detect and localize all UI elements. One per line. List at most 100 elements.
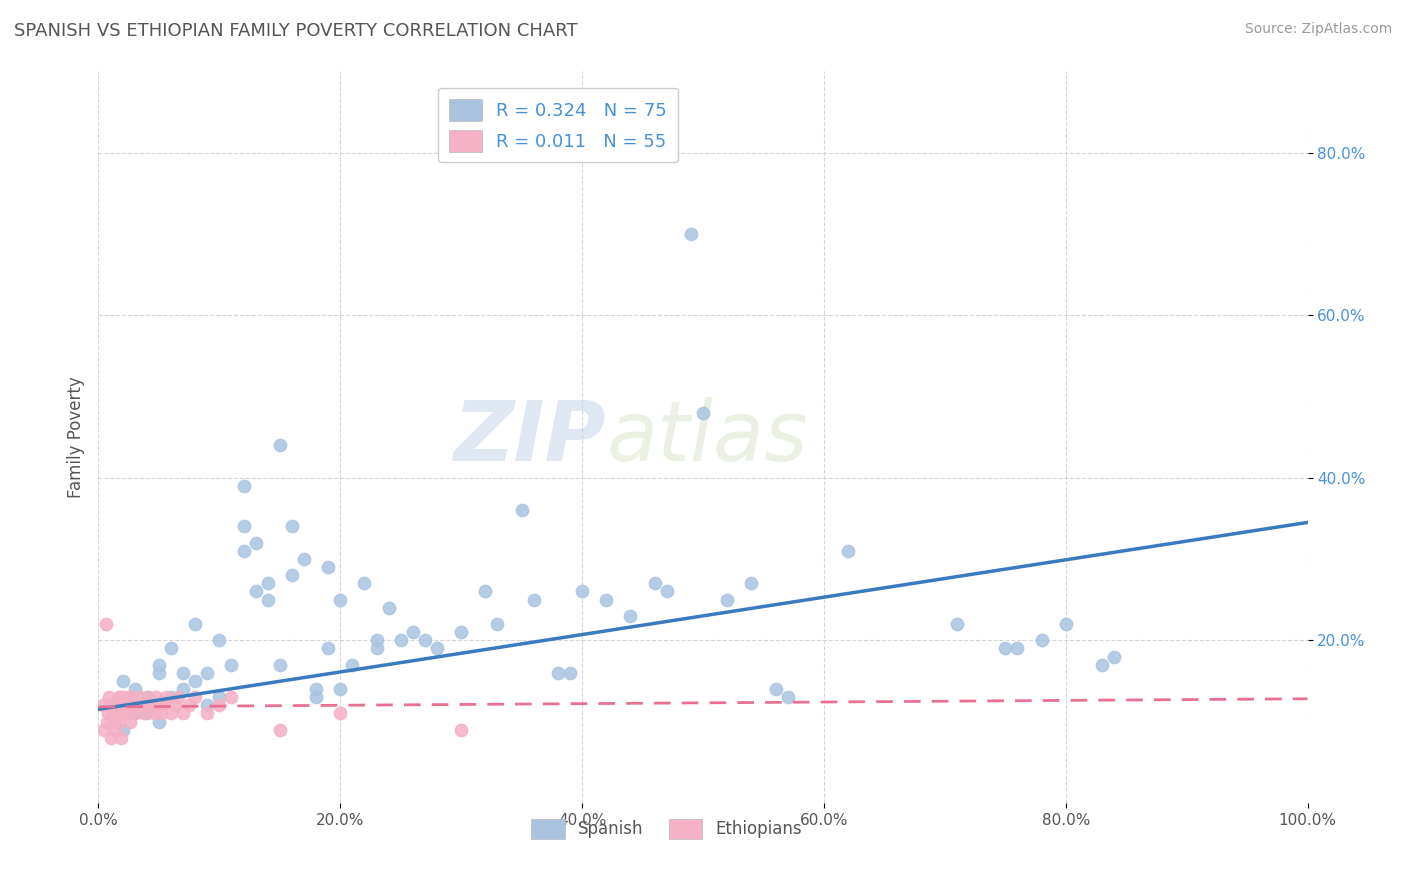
Point	[120, 698, 142, 713]
Point	[245, 535, 267, 549]
Point	[111, 723, 134, 737]
Point	[316, 560, 339, 574]
Point	[117, 698, 139, 713]
Point	[256, 576, 278, 591]
Point	[221, 690, 243, 705]
Point	[208, 698, 231, 713]
Point	[595, 592, 617, 607]
Point	[124, 681, 146, 696]
Point	[232, 519, 254, 533]
Point	[112, 690, 135, 705]
Point	[107, 714, 129, 729]
Point	[160, 641, 183, 656]
Point	[232, 544, 254, 558]
Point	[184, 690, 207, 705]
Point	[281, 568, 304, 582]
Point	[150, 706, 173, 721]
Point	[135, 690, 157, 705]
Point	[208, 633, 231, 648]
Point	[402, 625, 425, 640]
Point	[765, 681, 787, 696]
Point	[305, 690, 328, 705]
Point	[245, 584, 267, 599]
Point	[172, 681, 194, 696]
Point	[118, 690, 141, 705]
Point	[93, 723, 115, 737]
Point	[104, 698, 127, 713]
Point	[111, 673, 134, 688]
Point	[121, 690, 143, 705]
Point	[91, 698, 114, 713]
Point	[655, 584, 678, 599]
Point	[329, 681, 352, 696]
Point	[114, 706, 136, 721]
Point	[184, 673, 207, 688]
Point	[148, 657, 170, 672]
Legend: Spanish, Ethiopians: Spanish, Ethiopians	[524, 812, 808, 846]
Point	[135, 698, 157, 713]
Point	[377, 600, 399, 615]
Point	[97, 706, 120, 721]
Point	[342, 657, 364, 672]
Point	[558, 665, 581, 680]
Point	[172, 665, 194, 680]
Point	[946, 617, 969, 632]
Point	[644, 576, 666, 591]
Point	[292, 552, 315, 566]
Point	[281, 519, 304, 533]
Y-axis label: Family Poverty: Family Poverty	[66, 376, 84, 498]
Point	[141, 698, 163, 713]
Point	[131, 698, 153, 713]
Point	[474, 584, 496, 599]
Point	[172, 706, 194, 721]
Text: atlas: atlas	[606, 397, 808, 477]
Point	[108, 698, 131, 713]
Point	[619, 608, 641, 623]
Point	[160, 690, 183, 705]
Point	[716, 592, 738, 607]
Point	[101, 706, 124, 721]
Point	[269, 723, 291, 737]
Point	[837, 544, 859, 558]
Point	[108, 690, 131, 705]
Point	[571, 584, 593, 599]
Point	[108, 706, 131, 721]
Point	[329, 592, 352, 607]
Point	[155, 690, 177, 705]
Point	[305, 681, 328, 696]
Point	[450, 625, 472, 640]
Point	[486, 617, 509, 632]
Point	[143, 706, 166, 721]
Point	[103, 714, 125, 729]
Point	[366, 633, 388, 648]
Point	[110, 731, 132, 745]
Point	[366, 641, 388, 656]
Point	[148, 665, 170, 680]
Point	[163, 698, 186, 713]
Point	[184, 617, 207, 632]
Point	[316, 641, 339, 656]
Point	[114, 698, 136, 713]
Point	[1054, 617, 1077, 632]
Point	[1102, 649, 1125, 664]
Point	[740, 576, 762, 591]
Point	[269, 657, 291, 672]
Point	[100, 698, 122, 713]
Point	[148, 698, 170, 713]
Text: ZIP: ZIP	[454, 397, 606, 477]
Point	[547, 665, 569, 680]
Point	[221, 657, 243, 672]
Point	[776, 690, 799, 705]
Point	[124, 706, 146, 721]
Point	[195, 665, 218, 680]
Point	[195, 698, 218, 713]
Point	[118, 714, 141, 729]
Point	[110, 690, 132, 705]
Point	[679, 227, 702, 241]
Point	[389, 633, 412, 648]
Point	[94, 617, 117, 632]
Point	[195, 706, 218, 721]
Point	[426, 641, 449, 656]
Point	[124, 706, 146, 721]
Point	[1031, 633, 1053, 648]
